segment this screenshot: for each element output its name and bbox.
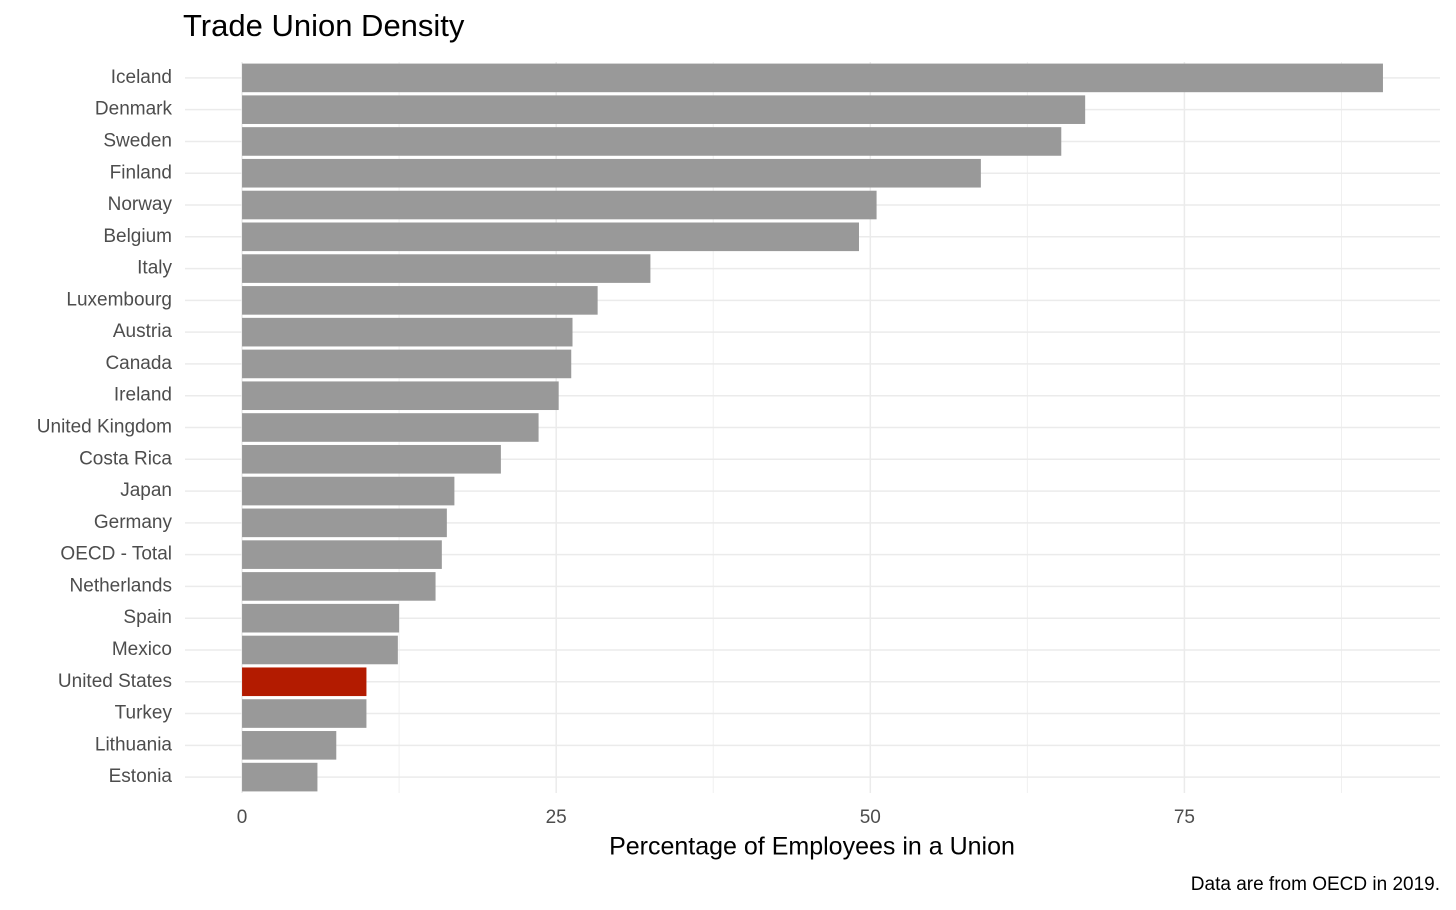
bar bbox=[242, 158, 981, 188]
y-tick-label: Austria bbox=[113, 321, 173, 342]
y-tick-label: Norway bbox=[108, 194, 173, 215]
bar bbox=[242, 444, 501, 474]
y-tick-label: United States bbox=[58, 671, 172, 692]
y-tick-label: Spain bbox=[123, 607, 172, 628]
bar bbox=[242, 603, 400, 633]
y-tick-label: Iceland bbox=[111, 67, 172, 88]
x-tick-label: 75 bbox=[1174, 807, 1195, 828]
y-tick-label: Denmark bbox=[95, 99, 173, 120]
bar bbox=[242, 476, 455, 506]
bar bbox=[242, 540, 442, 569]
y-tick-label: United Kingdom bbox=[37, 417, 172, 438]
bar bbox=[242, 127, 1062, 156]
bar bbox=[242, 508, 447, 538]
y-tick-label: Finland bbox=[110, 162, 172, 183]
x-tick-label: 25 bbox=[546, 807, 567, 828]
y-tick-label: Turkey bbox=[115, 703, 173, 724]
bar bbox=[242, 63, 1383, 93]
bar bbox=[242, 95, 1086, 124]
bar bbox=[242, 349, 572, 379]
y-tick-label: Germany bbox=[94, 512, 173, 533]
y-tick-label: Belgium bbox=[103, 226, 172, 247]
x-axis-title: Percentage of Employees in a Union bbox=[609, 833, 1015, 861]
y-tick-label: Costa Rica bbox=[79, 448, 172, 469]
caption: Data are from OECD in 2019. bbox=[1191, 874, 1440, 895]
y-tick-label: Italy bbox=[137, 258, 172, 279]
bar bbox=[242, 222, 859, 252]
y-tick-label: Netherlands bbox=[70, 575, 172, 596]
bar bbox=[242, 413, 539, 442]
y-tick-label: Mexico bbox=[112, 639, 172, 660]
y-tick-label: Ireland bbox=[114, 385, 172, 406]
bar bbox=[242, 731, 337, 760]
y-tick-label: Luxembourg bbox=[66, 289, 172, 310]
bar bbox=[242, 762, 318, 792]
y-tick-label: Canada bbox=[105, 353, 172, 374]
y-tick-label: Lithuania bbox=[95, 734, 173, 755]
bar bbox=[242, 254, 651, 283]
y-tick-label: OECD - Total bbox=[60, 544, 172, 565]
bar bbox=[242, 635, 398, 665]
x-tick-label: 50 bbox=[860, 807, 881, 828]
bar bbox=[242, 572, 436, 601]
y-tick-label: Japan bbox=[120, 480, 172, 501]
bar bbox=[242, 699, 367, 728]
bar bbox=[242, 667, 367, 697]
y-tick-label: Sweden bbox=[103, 130, 172, 151]
y-tick-label: Estonia bbox=[109, 766, 173, 787]
bar bbox=[242, 381, 559, 411]
bar bbox=[242, 190, 877, 220]
x-tick-label: 0 bbox=[237, 807, 248, 828]
bar bbox=[242, 286, 598, 315]
bar bbox=[242, 317, 573, 347]
chart-title: Trade Union Density bbox=[183, 8, 465, 43]
